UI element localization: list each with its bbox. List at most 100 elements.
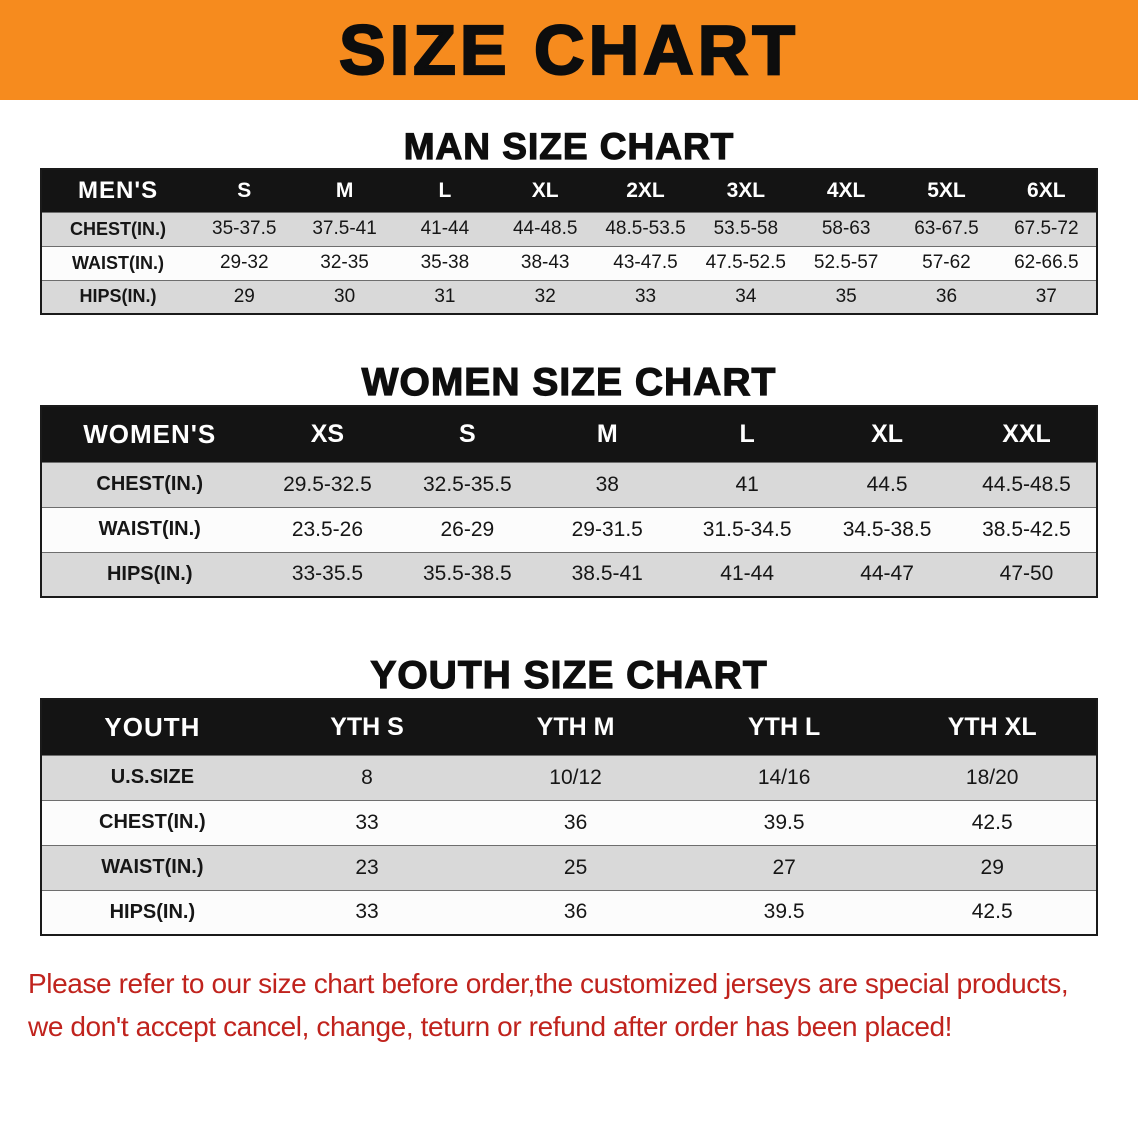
men-waist-row: WAIST(IN.) 29-32 32-35 35-38 38-43 43-47… [41, 245, 1097, 280]
value-cell: 23.5-26 [257, 506, 398, 552]
row-label: WAIST(IN.) [41, 506, 258, 552]
value-cell: 38.5-41 [537, 551, 678, 597]
size-header-cell: YTH S [262, 699, 472, 755]
disclaimer-line-1: Please refer to our size chart before or… [28, 968, 1069, 999]
value-cell: 31.5-34.5 [677, 506, 818, 552]
value-cell: 58-63 [795, 211, 897, 246]
men-chest-row: CHEST(IN.) 35-37.5 37.5-41 41-44 44-48.5… [41, 211, 1097, 246]
value-cell: 63-67.5 [896, 211, 997, 246]
value-cell: 35.5-38.5 [397, 551, 538, 597]
value-cell: 53.5-58 [695, 211, 796, 246]
men-table-title: MEN'S [41, 169, 195, 212]
women-size-table: WOMEN'S XS S M L XL XXL CHEST(IN.) 29.5-… [40, 405, 1098, 598]
value-cell: 62-66.5 [996, 245, 1097, 280]
youth-size-table: YOUTH YTH S YTH M YTH L YTH XL U.S.SIZE … [40, 698, 1098, 936]
disclaimer-line-2: we don't accept cancel, change, teturn o… [28, 1011, 953, 1043]
youth-heading: YOUTH SIZE CHART [370, 653, 768, 697]
value-cell: 36 [471, 889, 680, 935]
size-header-cell: L [394, 169, 496, 212]
value-cell: 37 [996, 279, 1097, 314]
women-hips-row: HIPS(IN.) 33-35.5 35.5-38.5 38.5-41 41-4… [41, 551, 1097, 597]
row-label: HIPS(IN.) [41, 279, 195, 314]
value-cell: 47.5-52.5 [695, 245, 796, 280]
value-cell: 29-32 [194, 245, 295, 280]
value-cell: 29 [888, 844, 1097, 890]
youth-table-title: YOUTH [41, 699, 263, 755]
youth-waist-row: WAIST(IN.) 23 25 27 29 [41, 844, 1097, 890]
value-cell: 25 [471, 844, 680, 890]
row-label: CHEST(IN.) [41, 461, 258, 507]
value-cell: 14/16 [679, 754, 889, 800]
size-header-cell: XL [495, 169, 596, 212]
value-cell: 31 [394, 279, 496, 314]
size-header-cell: M [537, 406, 678, 462]
value-cell: 38-43 [495, 245, 596, 280]
value-cell: 35-37.5 [194, 211, 295, 246]
value-cell: 29.5-32.5 [257, 461, 398, 507]
size-chart-page: SIZE CHART MAN SIZE CHART MEN'S S M L XL… [0, 0, 1138, 1049]
value-cell: 44-47 [817, 551, 958, 597]
row-label: U.S.SIZE [41, 754, 263, 800]
row-label: WAIST(IN.) [41, 245, 195, 280]
size-header-cell: YTH XL [888, 699, 1097, 755]
size-header-cell: YTH M [471, 699, 680, 755]
page-title: SIZE CHART [338, 11, 799, 89]
row-label: HIPS(IN.) [41, 889, 263, 935]
youth-section: YOUTH SIZE CHART YOUTH YTH S YTH M YTH L… [0, 653, 1138, 936]
value-cell: 38 [537, 461, 678, 507]
value-cell: 44-48.5 [495, 211, 596, 246]
value-cell: 32 [495, 279, 596, 314]
value-cell: 44.5 [817, 461, 958, 507]
value-cell: 8 [262, 754, 472, 800]
women-section: WOMEN SIZE CHART WOMEN'S XS S M L XL XXL [0, 360, 1138, 598]
value-cell: 52.5-57 [795, 245, 897, 280]
value-cell: 42.5 [888, 799, 1097, 845]
value-cell: 37.5-41 [294, 211, 395, 246]
value-cell: 48.5-53.5 [595, 211, 696, 246]
women-waist-row: WAIST(IN.) 23.5-26 26-29 29-31.5 31.5-34… [41, 506, 1097, 552]
value-cell: 47-50 [957, 551, 1097, 597]
value-cell: 41 [677, 461, 818, 507]
size-header-cell: XXL [957, 406, 1097, 462]
value-cell: 43-47.5 [595, 245, 696, 280]
value-cell: 33 [262, 799, 472, 845]
value-cell: 32-35 [294, 245, 395, 280]
value-cell: 27 [679, 844, 889, 890]
size-header-cell: 4XL [795, 169, 897, 212]
women-header-row: WOMEN'S XS S M L XL XXL [41, 406, 1097, 462]
value-cell: 10/12 [471, 754, 680, 800]
value-cell: 29-31.5 [537, 506, 678, 552]
value-cell: 23 [262, 844, 472, 890]
row-label: CHEST(IN.) [41, 799, 263, 845]
value-cell: 39.5 [679, 799, 889, 845]
value-cell: 18/20 [888, 754, 1097, 800]
size-header-cell: L [677, 406, 818, 462]
youth-ussize-row: U.S.SIZE 8 10/12 14/16 18/20 [41, 754, 1097, 800]
disclaimer: Please refer to our size chart before or… [0, 962, 1138, 1049]
size-header-cell: 2XL [595, 169, 696, 212]
size-header-cell: XS [257, 406, 398, 462]
value-cell: 36 [471, 799, 680, 845]
value-cell: 44.5-48.5 [957, 461, 1097, 507]
value-cell: 41-44 [677, 551, 818, 597]
women-table-title: WOMEN'S [41, 406, 258, 462]
value-cell: 34 [695, 279, 796, 314]
size-header-cell: YTH L [679, 699, 889, 755]
youth-chest-row: CHEST(IN.) 33 36 39.5 42.5 [41, 799, 1097, 845]
value-cell: 29 [194, 279, 295, 314]
value-cell: 39.5 [679, 889, 889, 935]
row-label: WAIST(IN.) [41, 844, 263, 890]
men-hips-row: HIPS(IN.) 29 30 31 32 33 34 35 36 37 [41, 279, 1097, 314]
size-header-cell: 3XL [695, 169, 796, 212]
women-heading: WOMEN SIZE CHART [361, 360, 777, 404]
value-cell: 33-35.5 [257, 551, 398, 597]
men-size-table: MEN'S S M L XL 2XL 3XL 4XL 5XL 6XL CHEST… [40, 168, 1098, 315]
row-label: HIPS(IN.) [41, 551, 258, 597]
value-cell: 36 [896, 279, 997, 314]
row-label: CHEST(IN.) [41, 211, 195, 246]
value-cell: 33 [262, 889, 472, 935]
men-heading: MAN SIZE CHART [403, 125, 735, 167]
youth-header-row: YOUTH YTH S YTH M YTH L YTH XL [41, 699, 1097, 755]
value-cell: 34.5-38.5 [817, 506, 958, 552]
men-section: MAN SIZE CHART MEN'S S M L XL 2XL 3XL 4X… [0, 125, 1138, 315]
